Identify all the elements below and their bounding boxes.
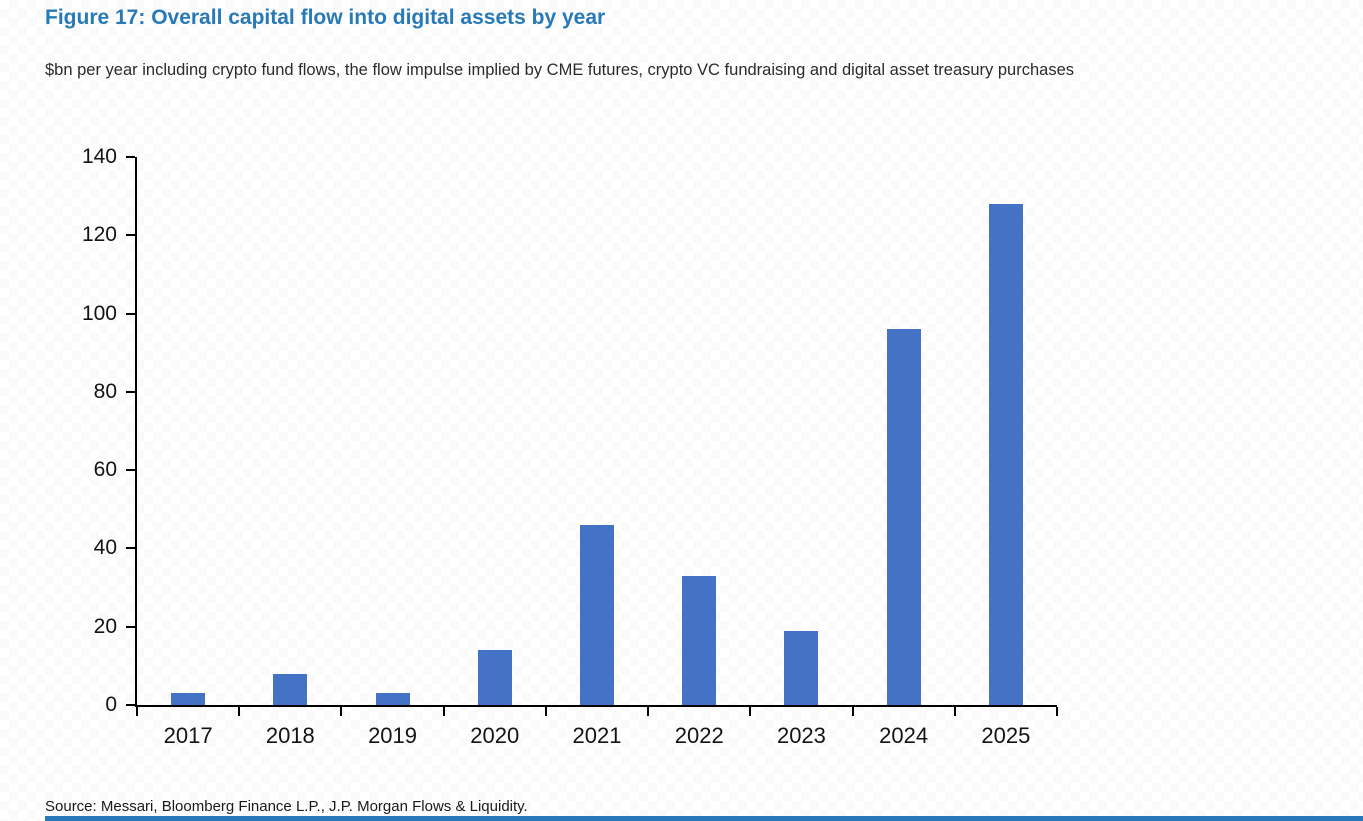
x-category-label: 2023 (776, 723, 826, 748)
y-tick (126, 312, 135, 315)
bar-2020 (477, 650, 512, 705)
bar-2021 (580, 524, 614, 705)
x-tick (442, 707, 445, 716)
x-category-label: 2020 (470, 723, 520, 748)
x-tick (1056, 707, 1058, 716)
y-tick-label: 80 (93, 379, 117, 403)
bar-2025 (988, 203, 1023, 705)
y-tick-label: 100 (81, 301, 117, 325)
y-tick-label: 140 (81, 145, 117, 168)
x-tick (340, 707, 343, 716)
y-tick-label: 40 (93, 536, 117, 560)
bar-2017 (171, 693, 206, 705)
x-tick (647, 707, 650, 716)
x-tick (238, 707, 241, 716)
x-category-label: 2022 (674, 723, 724, 748)
source-note: Source: Messari, Bloomberg Finance L.P.,… (45, 798, 528, 815)
y-tick (126, 704, 135, 706)
y-tick (126, 234, 135, 237)
figure-subtitle: $bn per year including crypto fund flows… (45, 61, 1075, 79)
y-tick (126, 547, 135, 550)
x-tick (749, 707, 752, 716)
y-tick-label: 0 (105, 693, 117, 716)
bar-chart: 0 20 40 60 80 100 120 140 2017 2018 2019 2020 2021 2… (82, 145, 1058, 748)
y-tick-label: 20 (93, 614, 117, 638)
x-category-label: 2024 (879, 723, 929, 748)
bar-2024 (886, 329, 921, 705)
bar-2018 (273, 673, 308, 705)
figure-title: Figure 17: Overall capital flow into dig… (45, 6, 606, 29)
bottom-accent-strip (45, 816, 1363, 821)
bar-2022 (682, 575, 717, 705)
y-tick-label: 60 (93, 458, 117, 482)
x-category-label: 2018 (265, 723, 315, 748)
x-tick (544, 707, 547, 716)
bar-2023 (784, 630, 819, 705)
x-category-label: 2025 (981, 723, 1031, 748)
y-tick (126, 156, 135, 158)
y-tick-label: 120 (81, 223, 117, 247)
x-category-label: 2021 (572, 723, 622, 748)
x-tick (136, 707, 138, 716)
x-tick (953, 707, 956, 716)
y-tick (126, 625, 135, 628)
x-tick (851, 707, 854, 716)
x-category-label: 2017 (163, 723, 213, 748)
x-category-label: 2019 (368, 723, 418, 748)
y-tick (126, 469, 135, 472)
bar-2019 (375, 693, 410, 705)
y-tick (126, 390, 135, 393)
